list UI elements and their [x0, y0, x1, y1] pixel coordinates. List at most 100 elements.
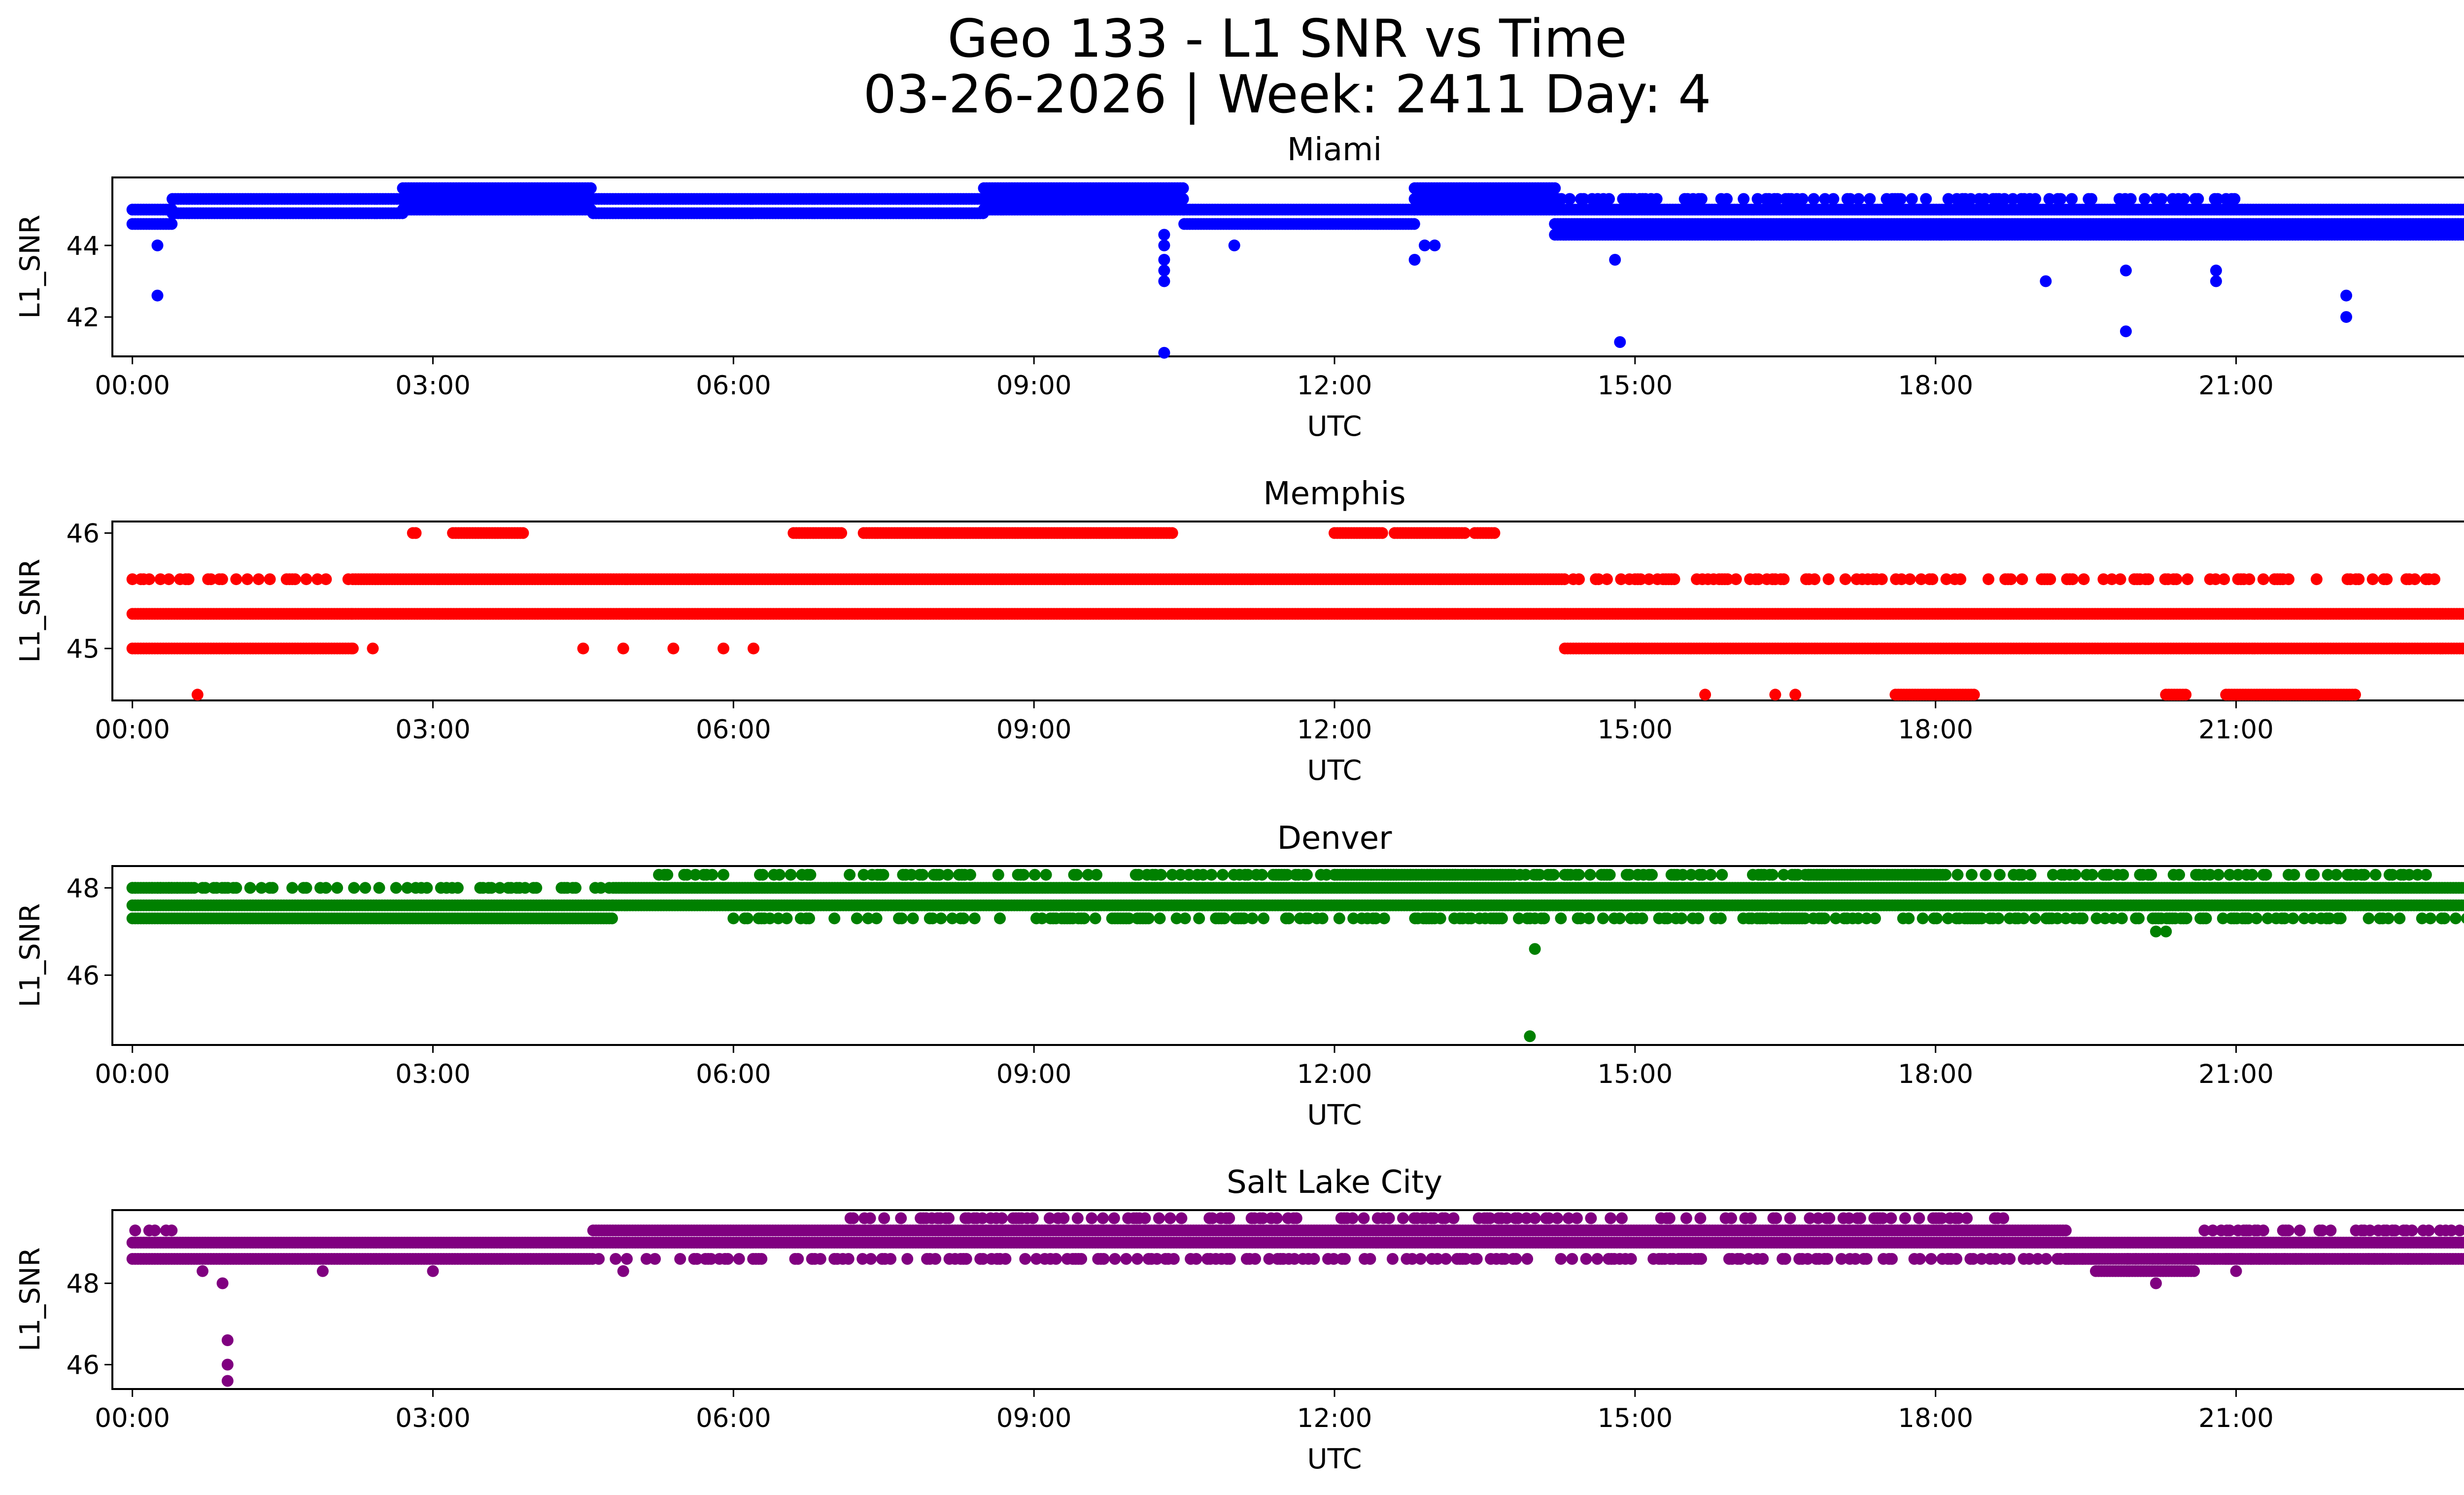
data-point	[1549, 182, 1561, 194]
data-point	[1730, 573, 1742, 586]
data-point	[2156, 193, 2168, 205]
figure-title-line2: 03-26-2026 | Week: 2411 Day: 4	[863, 64, 1711, 125]
data-point	[577, 642, 589, 655]
x-tick-label: 21:00	[2198, 371, 2274, 401]
data-point	[346, 642, 359, 655]
panel-miami: Miami UTC L1_SNR 00:00 03:00 06:00 09:00 12:…	[14, 132, 2464, 443]
panel-denver: Denver UTC L1_SNR 00:00 03:00 06:00 09:00 12…	[14, 820, 2464, 1131]
data-point	[166, 218, 178, 230]
panel-title: Memphis	[1263, 476, 1405, 512]
data-point	[2016, 573, 2028, 586]
data-point	[2218, 573, 2230, 586]
data-point	[2005, 573, 2017, 586]
data-point	[517, 527, 529, 539]
data-point	[2086, 193, 2097, 205]
data-point	[1954, 573, 1967, 586]
y-axis-label: L1_SNR	[14, 214, 46, 318]
data-point	[2340, 311, 2353, 323]
data-point	[1827, 193, 1840, 205]
data-point	[2178, 193, 2190, 205]
data-point	[230, 573, 242, 586]
data-point	[2228, 193, 2241, 205]
x-tick-label: 03:00	[395, 1059, 471, 1089]
x-tick-label: 06:00	[696, 1059, 771, 1089]
data-point	[2192, 193, 2204, 205]
data-point	[2066, 193, 2078, 205]
data-point	[748, 642, 759, 655]
data-point	[835, 527, 848, 539]
x-tick-label: 15:00	[1597, 371, 1673, 401]
data-point	[2066, 573, 2079, 586]
y-axis-label: L1_SNR	[14, 903, 46, 1007]
x-axis-label: UTC	[1307, 1099, 1362, 1131]
data-point	[2429, 573, 2440, 586]
data-point	[1983, 573, 1994, 586]
data-point	[1695, 193, 1708, 205]
data-point	[1609, 254, 1621, 266]
data-point	[2310, 573, 2323, 586]
data-point	[1852, 193, 1865, 205]
x-axis-label: UTC	[1307, 755, 1362, 787]
data-point	[2182, 573, 2194, 586]
data-point	[216, 573, 228, 586]
data-point	[2170, 573, 2183, 586]
x-tick-label: 00:00	[95, 371, 170, 401]
data-point	[1603, 193, 1615, 205]
data-point	[367, 642, 379, 655]
data-point	[320, 573, 332, 586]
data-point	[1158, 239, 1170, 251]
data-point	[1564, 193, 1576, 205]
data-point	[151, 289, 164, 302]
data-point	[1177, 193, 1189, 205]
data-point	[163, 573, 175, 586]
x-tick-label: 12:00	[1297, 715, 1372, 745]
data-point	[2283, 573, 2294, 586]
x-tick-label: 03:00	[395, 715, 471, 745]
data-point	[1488, 527, 1501, 539]
x-tick-label: 03:00	[395, 371, 471, 401]
data-point	[1808, 193, 1820, 205]
data-point	[2054, 193, 2067, 205]
data-point	[2044, 573, 2056, 586]
x-tick-label: 09:00	[996, 371, 1072, 401]
x-axis-label: UTC	[1307, 411, 1362, 443]
y-tick-label: 45	[67, 634, 100, 664]
data-point	[342, 573, 354, 586]
data-point	[2353, 573, 2365, 586]
data-point	[191, 689, 204, 701]
data-point	[718, 642, 729, 655]
data-point	[2142, 573, 2155, 586]
data-point	[151, 239, 164, 251]
data-point	[241, 573, 253, 586]
x-tick-label: 12:00	[1297, 371, 1372, 401]
y-tick-label: 46	[67, 519, 100, 549]
data-point	[1158, 275, 1170, 287]
y-axis-label: L1_SNR	[14, 558, 46, 662]
data-point	[1778, 573, 1790, 586]
data-point	[1738, 193, 1750, 205]
data-point	[2120, 264, 2132, 277]
data-point	[584, 182, 597, 194]
x-tick-label: 00:00	[95, 715, 170, 745]
data-point	[410, 527, 422, 539]
data-point	[2078, 573, 2090, 586]
data-point	[143, 573, 155, 586]
x-tick-label: 09:00	[996, 715, 1072, 745]
data-point	[1839, 573, 1851, 586]
data-point	[2029, 193, 2042, 205]
x-tick-label: 18:00	[1898, 1059, 1973, 1089]
data-point	[1166, 527, 1178, 539]
data-point	[2180, 689, 2192, 701]
data-point	[1158, 229, 1170, 241]
data-point	[1573, 573, 1585, 586]
data-point	[1668, 573, 1680, 586]
x-tick-label: 18:00	[1898, 715, 1973, 745]
panel-title: Miami	[1287, 132, 1382, 168]
data-point	[1789, 689, 1802, 701]
x-tick-label: 15:00	[1597, 715, 1673, 745]
data-point	[2243, 573, 2256, 586]
y-tick-label: 44	[67, 231, 100, 261]
data-point	[1158, 347, 1170, 359]
data-point	[2210, 275, 2222, 287]
